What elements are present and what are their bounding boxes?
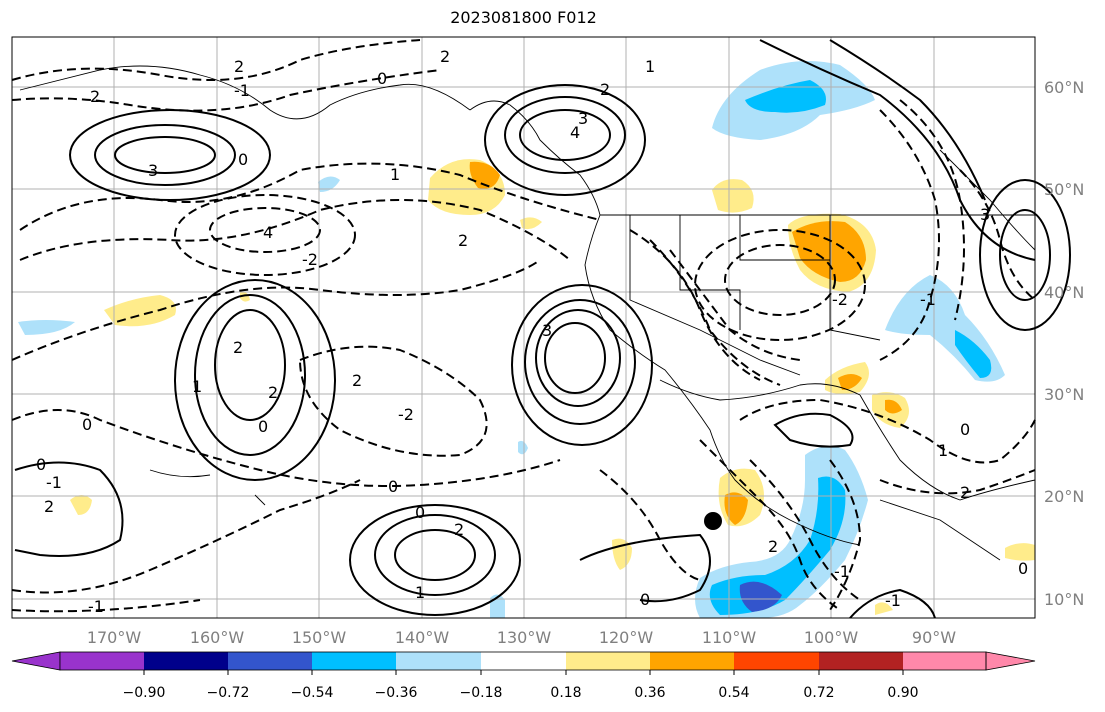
- contour-label: 2: [768, 537, 778, 556]
- colorbar-tick-label: −0.18: [460, 685, 503, 701]
- dashed-contours: [11, 39, 1036, 613]
- colorbar-bin: [903, 652, 986, 670]
- contour-label: -1: [234, 81, 250, 100]
- contour-label: 1: [645, 57, 655, 76]
- lon-label-170w: 170°W: [87, 628, 142, 647]
- contour-label: 0: [640, 590, 650, 609]
- lat-label-30n: 30°N: [1044, 385, 1084, 404]
- contour-label: 3: [148, 161, 158, 180]
- contour-label: 4: [263, 223, 273, 242]
- coastlines: [19, 65, 1036, 561]
- contour-label: 2: [600, 80, 610, 99]
- contour-label: 4: [570, 123, 580, 142]
- contour-label: -1: [88, 597, 104, 616]
- lon-label-120w: 120°W: [599, 628, 654, 647]
- contour-label: 0: [415, 503, 425, 522]
- contour-label: -2: [302, 250, 318, 269]
- contour-label: 2: [352, 371, 362, 390]
- contour-label: -1: [885, 591, 901, 610]
- contour-label: 1: [192, 377, 202, 396]
- positive-shading: [70, 159, 1035, 615]
- contour-label: 1: [938, 441, 948, 460]
- colorbar-bin: [819, 652, 903, 670]
- contour-label: -2: [398, 405, 414, 424]
- lat-label-50n: 50°N: [1044, 180, 1084, 199]
- contour-label: -1: [834, 562, 850, 581]
- contour-label: 2: [90, 87, 100, 106]
- lat-label-20n: 20°N: [1044, 487, 1084, 506]
- contour-label: -2: [832, 290, 848, 309]
- colorbar-tick-label: 0.36: [634, 685, 665, 701]
- contour-label: 3: [578, 109, 588, 128]
- contour-label: 2: [440, 47, 450, 66]
- contour-label: 0: [258, 417, 268, 436]
- contour-label: 0: [36, 455, 46, 474]
- map-title: 2023081800 F012: [450, 8, 597, 27]
- contour-label: 1: [390, 165, 400, 184]
- map-panel: 2 2 0 2 1 3 3 4 0 2 -1 4 2 -2 2 1 3 1 0 …: [11, 36, 1071, 619]
- colorbar-bin: [396, 652, 481, 670]
- lon-label-90w: 90°W: [912, 628, 956, 647]
- colorbar-bin: [144, 652, 228, 670]
- lon-label-130w: 130°W: [497, 628, 552, 647]
- negative-shading: [18, 61, 1005, 618]
- location-marker: [704, 512, 722, 530]
- contour-label: 2: [960, 483, 970, 502]
- lat-label-10n: 10°N: [1044, 590, 1084, 609]
- contour-label: 1: [415, 583, 425, 602]
- contour-label: 3: [542, 321, 552, 340]
- contour-label: 0: [82, 415, 92, 434]
- colorbar-tick-label: 0.72: [803, 685, 834, 701]
- lon-label-150w: 150°W: [292, 628, 347, 647]
- lon-label-100w: 100°W: [804, 628, 859, 647]
- colorbar-tick-label: 0.18: [550, 685, 581, 701]
- colorbar-tick-label: −0.90: [123, 685, 166, 701]
- colorbar-max-extension: [985, 651, 1036, 671]
- contour-label: 0: [238, 150, 248, 169]
- contour-label: 0: [377, 69, 387, 88]
- contour-labels: 2 2 0 2 1 3 3 4 0 2 -1 4 2 -2 2 1 3 1 0 …: [36, 47, 1028, 616]
- colorbar-min-extension: [11, 651, 61, 671]
- contour-label: 0: [388, 477, 398, 496]
- colorbar-tick-label: −0.54: [291, 685, 334, 701]
- contour-label: 0: [960, 420, 970, 439]
- contour-label: -1: [46, 473, 62, 492]
- colorbar-bin: [312, 652, 396, 670]
- colorbar-bin: [734, 652, 819, 670]
- contour-label: 2: [268, 383, 278, 402]
- latitude-labels: 60°N 50°N 40°N 30°N 20°N 10°N: [1044, 78, 1084, 609]
- colorbar-tick-label: 0.54: [718, 685, 749, 701]
- colorbar-tick-label: 0.90: [887, 685, 918, 701]
- contour-label: 2: [44, 497, 54, 516]
- colorbar-bin: [228, 652, 312, 670]
- contour-label: 2: [458, 231, 468, 250]
- contour-label: 2: [233, 338, 243, 357]
- colorbar-tick-label: −0.72: [207, 685, 250, 701]
- colorbar-bin: [566, 652, 650, 670]
- lon-label-160w: 160°W: [190, 628, 245, 647]
- solid-contours: [14, 39, 1071, 619]
- colorbar: −0.90 −0.72 −0.54 −0.36 −0.18 0.18 0.36 …: [11, 651, 1036, 701]
- contour-label: 0: [1018, 559, 1028, 578]
- colorbar-tick-label: −0.36: [375, 685, 418, 701]
- contour-label: 3: [980, 205, 990, 224]
- colorbar-bin: [60, 652, 144, 670]
- longitude-labels: 170°W 160°W 150°W 140°W 130°W 120°W 110°…: [87, 628, 956, 647]
- colorbar-bin: [650, 652, 734, 670]
- lon-label-140w: 140°W: [395, 628, 450, 647]
- lon-label-110w: 110°W: [702, 628, 757, 647]
- lat-label-40n: 40°N: [1044, 283, 1084, 302]
- colorbar-bin: [481, 652, 566, 670]
- contour-label: 2: [234, 57, 244, 76]
- contour-label: 2: [454, 520, 464, 539]
- lat-label-60n: 60°N: [1044, 78, 1084, 97]
- contour-label: -1: [920, 290, 936, 309]
